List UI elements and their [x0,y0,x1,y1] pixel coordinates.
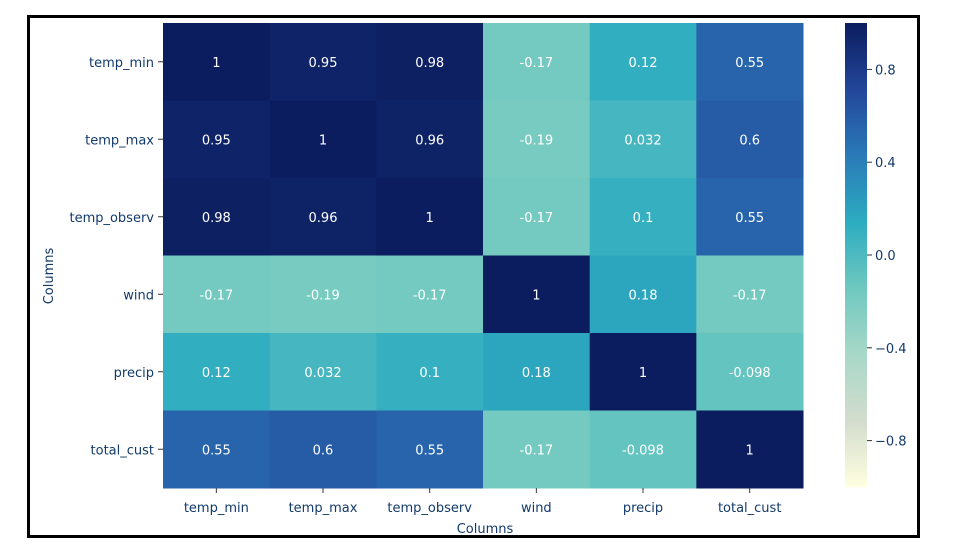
heatmap-cell [376,333,484,411]
heatmap-cell [696,100,804,179]
heatmap-cell [696,23,804,101]
colorbar-tick-label: −0.4 [875,342,907,357]
heatmap-cell [376,178,484,256]
y-tick-label: temp_min [89,56,154,71]
y-axis-label: Columns [42,247,57,304]
heatmap-cell [163,333,271,411]
colorbar-gradient [845,23,867,487]
heatmap-cell [696,178,804,256]
heatmap-cell [269,410,377,489]
heatmap-cell [589,100,697,179]
cell-value-label: 0.032 [624,133,661,148]
colorbar-ticks: 0.8 0.4 0.0 −0.4 −0.8 [867,63,907,450]
heatmap-cell [589,178,697,256]
heatmap-cell [163,100,271,179]
heatmap-cell [269,23,377,101]
heatmap-cell [269,178,377,256]
heatmap-cell [483,23,591,101]
cell-value-label: -0.17 [520,56,554,71]
colorbar-tick-label: 0.0 [875,249,896,264]
cell-value-label: 0.12 [202,366,231,381]
heatmap-cell [376,255,484,334]
cell-value-label: 1 [319,133,327,148]
cell-value-label: -0.17 [733,288,767,303]
cell-value-label: 0.1 [419,366,440,381]
cell-value-label: 0.1 [633,211,654,226]
cell-value-label: 0.18 [629,288,658,303]
x-tick-label: temp_observ [387,501,472,516]
cell-value-label: 1 [212,56,220,71]
x-tick-labels: temp_min temp_max temp_observ wind precip tot… [184,488,781,516]
cell-value-label: -0.17 [200,288,234,303]
heatmap-cell [483,178,591,256]
cell-value-label: 1 [532,288,540,303]
y-tick-label: precip [114,366,154,381]
heatmap-cell [376,100,484,179]
cell-value-label: 0.98 [415,56,444,71]
cell-value-label: 1 [639,366,647,381]
y-tick-label: temp_max [85,133,154,148]
x-tick-label: temp_min [184,501,249,516]
colorbar-tick-label: −0.8 [875,435,907,450]
x-tick-label: total_cust [718,501,781,516]
cell-value-label: -0.17 [520,443,554,458]
heatmap-cells: 1 0.95 0.98 -0.17 0.12 0.55 0.95 1 0.96 -0.19 0.03… [163,23,804,489]
cell-value-label: 0.95 [309,56,338,71]
heatmap-cell [589,23,697,101]
heatmap-cell [269,100,377,179]
cell-value-label: 0.032 [304,366,341,381]
heatmap-cell [269,333,377,411]
colorbar-tick-label: 0.4 [875,156,896,171]
heatmap-cell [376,410,484,489]
x-tick-label: precip [623,501,663,516]
heatmap-cell [163,410,271,489]
cell-value-label: -0.098 [729,366,771,381]
heatmap-cell [589,410,697,489]
cell-value-label: 0.55 [735,211,764,226]
heatmap-chart: 1 0.95 0.98 -0.17 0.12 0.55 0.95 1 0.96 -0.19 0.03… [42,23,907,535]
y-tick-label: total_cust [91,443,154,458]
heatmap-cell [163,23,271,101]
cell-value-label: 0.6 [739,133,760,148]
heatmap-cell [696,255,804,334]
heatmap-cell [483,255,591,334]
x-tick-label: wind [521,501,552,516]
cell-value-label: -0.17 [413,288,447,303]
cell-value-label: -0.19 [306,288,340,303]
cell-value-label: 0.55 [202,443,231,458]
cell-value-label: 1 [746,443,754,458]
cell-value-label: -0.19 [520,133,554,148]
cell-value-label: 0.55 [735,56,764,71]
heatmap-cell [163,178,271,256]
cell-value-label: 0.55 [415,443,444,458]
cell-value-label: 0.18 [522,366,551,381]
heatmap-cell [589,255,697,334]
colorbar-tick-label: 0.8 [875,63,896,78]
cell-value-label: 0.96 [309,211,338,226]
heatmap-cell [696,333,804,411]
x-tick-label: temp_max [289,501,358,516]
cell-value-label: 0.95 [202,133,231,148]
cell-value-label: 0.96 [415,133,444,148]
figure-frame: 1 0.95 0.98 -0.17 0.12 0.55 0.95 1 0.96 -0.19 0.03… [27,15,920,538]
y-tick-label: temp_observ [69,211,154,226]
cell-value-label: 0.98 [202,211,231,226]
heatmap-cell [696,410,804,489]
cell-value-label: 1 [426,211,434,226]
heatmap-cell [589,333,697,411]
y-tick-label: wind [123,288,154,303]
heatmap-cell [163,255,271,334]
cell-value-label: 0.12 [629,56,658,71]
cell-value-label: -0.098 [622,443,664,458]
heatmap-cell [483,100,591,179]
heatmap-cell [483,333,591,411]
cell-value-label: 0.6 [313,443,334,458]
heatmap-cell [483,410,591,489]
heatmap-cell [376,23,484,101]
x-axis-label: Columns [457,522,514,535]
colorbar: 0.8 0.4 0.0 −0.4 −0.8 [845,23,907,487]
cell-value-label: -0.17 [520,211,554,226]
heatmap-cell [269,255,377,334]
